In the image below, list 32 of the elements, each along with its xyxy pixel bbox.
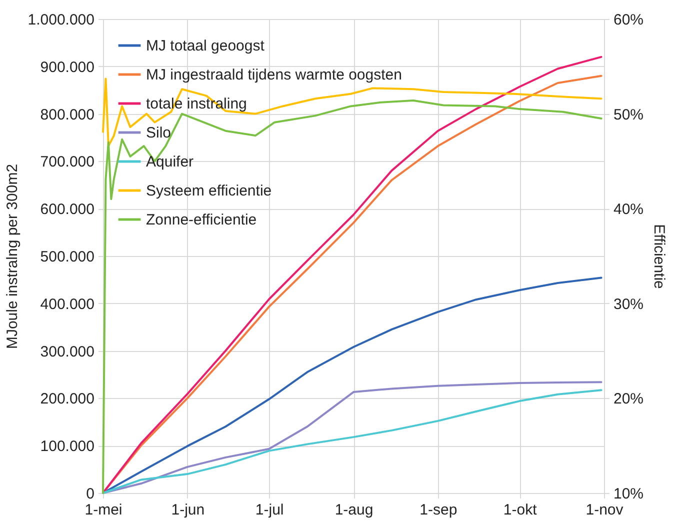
y-tick-label: 500.000 bbox=[40, 248, 94, 266]
y-tick-label: 800.000 bbox=[40, 106, 94, 124]
legend-label: Aquifer bbox=[146, 154, 194, 170]
x-tick-label: 1-aug bbox=[334, 502, 374, 518]
y-tick-label: 400.000 bbox=[40, 296, 94, 313]
y-tick-label: 700.000 bbox=[40, 154, 94, 171]
legend-label: Zonne-efficientie bbox=[146, 212, 257, 228]
y2-tick-label: 50% bbox=[614, 106, 644, 124]
x-tick-label: 1-nov bbox=[586, 502, 624, 518]
y-tick-label: 0 bbox=[86, 486, 94, 502]
legend-label: Silo bbox=[146, 124, 172, 142]
x-tick-label: 1-mei bbox=[84, 502, 122, 518]
y2-tick-label: 20% bbox=[614, 390, 644, 408]
y-tick-label: 300.000 bbox=[40, 343, 94, 360]
y2-tick-label: 10% bbox=[614, 486, 644, 502]
y-tick-label: 1.000.000 bbox=[28, 12, 94, 28]
y-tick-label: 100.000 bbox=[40, 438, 94, 456]
x-tick-label: 1-okt bbox=[503, 502, 538, 518]
y2-tick-label: 40% bbox=[614, 201, 644, 218]
y-tick-label: 200.000 bbox=[40, 390, 94, 408]
x-tick-label: 1-jun bbox=[171, 502, 205, 518]
legend-label: MJ totaal geoogst bbox=[146, 38, 266, 54]
y2-tick-label: 30% bbox=[614, 296, 644, 313]
y-tick-label: 900.000 bbox=[40, 58, 94, 76]
y-axis-title: MJoule instralng per 300m2 bbox=[4, 164, 21, 350]
legend-label: MJ ingestraald tijdens warmte oogsten bbox=[146, 66, 402, 84]
x-tick-label: 1-jul bbox=[255, 502, 284, 518]
y-tick-label: 600.000 bbox=[40, 201, 94, 218]
y2-axis-title: Efficientie bbox=[650, 224, 668, 289]
legend-label: Systeem efficientie bbox=[146, 182, 272, 200]
y2-tick-label: 60% bbox=[614, 12, 644, 28]
x-tick-label: 1-sep bbox=[420, 502, 458, 518]
